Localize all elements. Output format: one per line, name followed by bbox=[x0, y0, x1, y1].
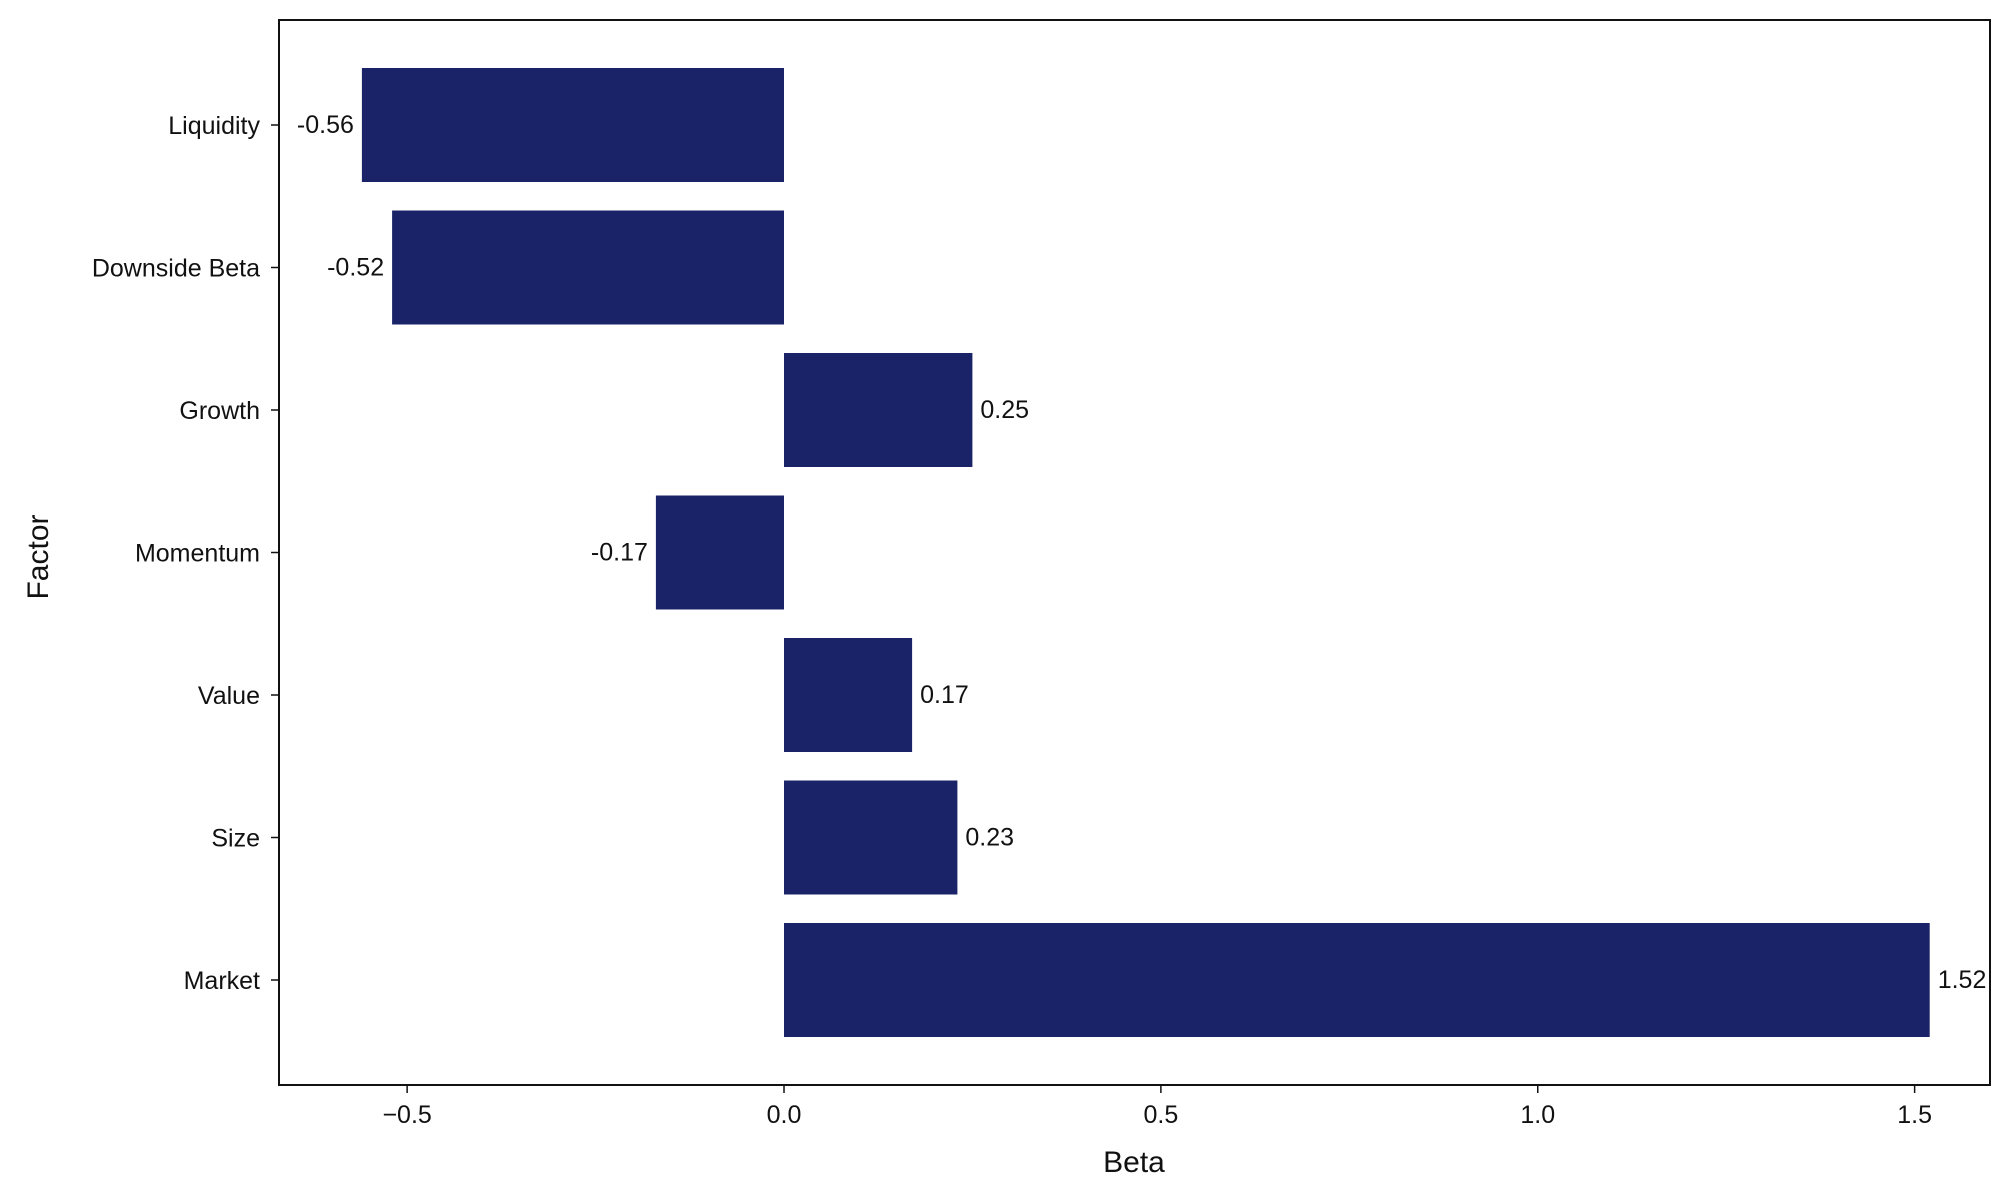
x-tick-label-0: −0.5 bbox=[382, 1101, 431, 1129]
bar-liquidity bbox=[361, 68, 784, 182]
bar-market bbox=[784, 923, 1930, 1037]
x-tick-label-4: 1.5 bbox=[1897, 1101, 1932, 1129]
y-tick-label-liquidity: Liquidity bbox=[168, 112, 260, 140]
data-label-momentum: -0.17 bbox=[591, 539, 648, 567]
data-label-downside-beta: -0.52 bbox=[327, 254, 384, 282]
y-tick-label-value: Value bbox=[198, 682, 260, 710]
bars-layer bbox=[361, 68, 1930, 1037]
data-label-growth: 0.25 bbox=[980, 396, 1029, 424]
bar-size bbox=[784, 780, 958, 895]
data-label-market: 1.52 bbox=[1938, 966, 1987, 994]
x-tick-label-3: 1.0 bbox=[1520, 1101, 1555, 1129]
y-tick-label-market: Market bbox=[184, 967, 260, 995]
bar-downside-beta bbox=[392, 210, 784, 325]
data-label-liquidity: -0.56 bbox=[297, 111, 354, 139]
y-tick-label-growth: Growth bbox=[179, 397, 260, 425]
y-tick-label-size: Size bbox=[211, 825, 260, 853]
labels-layer: Liquidity -0.56 Downside Beta -0.52 Growth 0.… bbox=[92, 111, 1987, 1129]
y-tick-label-momentum: Momentum bbox=[135, 540, 260, 568]
data-label-value: 0.17 bbox=[920, 681, 969, 709]
x-tick-label-2: 0.5 bbox=[1143, 1101, 1178, 1129]
bar-momentum bbox=[655, 495, 784, 610]
bar-growth bbox=[784, 353, 973, 467]
y-axis-title: Factor bbox=[22, 514, 55, 599]
x-tick-label-1: 0.0 bbox=[767, 1101, 802, 1129]
ticks-layer bbox=[271, 124, 1916, 1093]
x-axis-title: Beta bbox=[1103, 1146, 1165, 1179]
y-tick-label-downside-beta: Downside Beta bbox=[92, 255, 260, 283]
bar-value bbox=[784, 638, 913, 752]
data-label-size: 0.23 bbox=[965, 824, 1014, 852]
